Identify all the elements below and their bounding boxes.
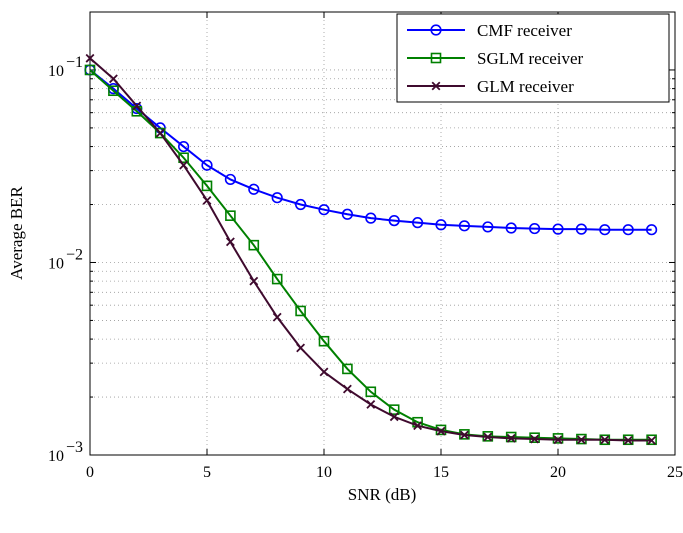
x-marker <box>506 433 516 443</box>
plot-frame <box>89 11 676 456</box>
x-marker <box>436 426 446 436</box>
legend-entry: GLM receiver <box>407 77 574 96</box>
x-marker <box>179 160 189 170</box>
circle-marker <box>412 217 424 229</box>
x-marker <box>413 421 423 431</box>
x-tick-label: 5 <box>203 464 211 481</box>
x-marker <box>623 436 633 445</box>
circle-marker <box>201 159 213 171</box>
x-marker <box>132 101 142 111</box>
x-marker <box>647 436 657 445</box>
series-sglm-receiver <box>84 64 657 446</box>
y-tick-label: 10 <box>48 255 64 272</box>
x-marker <box>342 384 352 394</box>
square-marker <box>529 432 540 443</box>
x-marker <box>389 412 399 422</box>
legend-entry: SGLM receiver <box>407 49 584 68</box>
square-marker <box>271 273 283 285</box>
y-tick-label: 10 <box>48 448 64 465</box>
x-tick-label: 10 <box>316 464 332 481</box>
circle-marker <box>178 140 190 153</box>
legend-label: CMF receiver <box>477 21 572 40</box>
x-marker <box>155 128 165 138</box>
square-marker <box>248 239 260 251</box>
circle-marker <box>271 192 283 204</box>
y-tick-label-exponent: −2 <box>66 246 83 263</box>
x-marker <box>530 434 540 444</box>
series-layer <box>84 53 658 446</box>
circle-marker <box>430 24 442 36</box>
x-marker <box>576 435 586 445</box>
x-tick-label: 0 <box>86 464 94 481</box>
square-marker <box>84 64 96 76</box>
circle-marker <box>552 223 564 235</box>
y-tick-label-exponent: −1 <box>66 54 83 71</box>
square-marker <box>430 52 442 64</box>
square-marker <box>154 127 166 139</box>
x-marker <box>600 435 610 445</box>
x-marker <box>272 312 282 322</box>
circle-marker <box>224 173 236 186</box>
circle-marker <box>295 198 307 211</box>
circle-marker <box>645 224 658 236</box>
series-glm-receiver <box>85 53 657 445</box>
x-marker <box>85 53 95 63</box>
square-marker <box>318 335 330 347</box>
circle-marker <box>318 204 330 216</box>
circle-marker <box>599 224 611 236</box>
square-marker <box>342 363 353 375</box>
x-marker <box>249 276 259 286</box>
x-tick-label: 25 <box>667 464 683 481</box>
x-marker <box>202 196 212 205</box>
x-tick-label: 15 <box>433 464 449 481</box>
x-marker <box>296 343 306 353</box>
square-marker <box>552 433 564 444</box>
legend: CMF receiver SGLM receiver GLM receiver <box>396 13 670 103</box>
circle-marker <box>435 219 447 231</box>
y-tick-label-exponent: −3 <box>66 439 83 456</box>
square-marker <box>201 180 213 192</box>
square-marker <box>388 404 400 415</box>
x-marker <box>108 74 118 84</box>
square-marker <box>108 85 119 97</box>
x-marker <box>553 435 563 445</box>
circle-marker <box>248 183 260 195</box>
x-marker <box>431 81 441 91</box>
circle-marker <box>365 212 377 224</box>
square-marker <box>225 210 236 221</box>
circle-marker <box>528 222 541 235</box>
circle-marker <box>622 224 634 236</box>
y-axis-title: Average BER <box>7 186 26 280</box>
x-marker <box>459 430 469 440</box>
circle-marker <box>388 215 400 227</box>
grid <box>90 12 675 455</box>
series-cmf-receiver <box>84 64 658 236</box>
circle-marker <box>458 220 471 232</box>
square-marker <box>295 305 306 317</box>
x-tick-label: 20 <box>550 464 566 481</box>
circle-marker <box>482 221 494 233</box>
circle-marker <box>575 223 588 235</box>
x-marker <box>483 432 493 442</box>
y-tick-label: 10 <box>48 63 64 80</box>
x-marker <box>366 400 376 409</box>
square-marker <box>505 431 517 443</box>
legend-label: GLM receiver <box>477 77 574 96</box>
series-line <box>89 69 652 441</box>
legend-entry: CMF receiver <box>407 21 572 40</box>
x-axis-title: SNR (dB) <box>348 485 416 504</box>
square-marker <box>365 386 377 398</box>
circle-marker <box>505 222 517 234</box>
x-marker <box>225 237 235 247</box>
x-marker <box>319 367 329 377</box>
legend-label: SGLM receiver <box>477 49 584 68</box>
series-line <box>89 69 652 231</box>
circle-marker <box>341 208 354 220</box>
